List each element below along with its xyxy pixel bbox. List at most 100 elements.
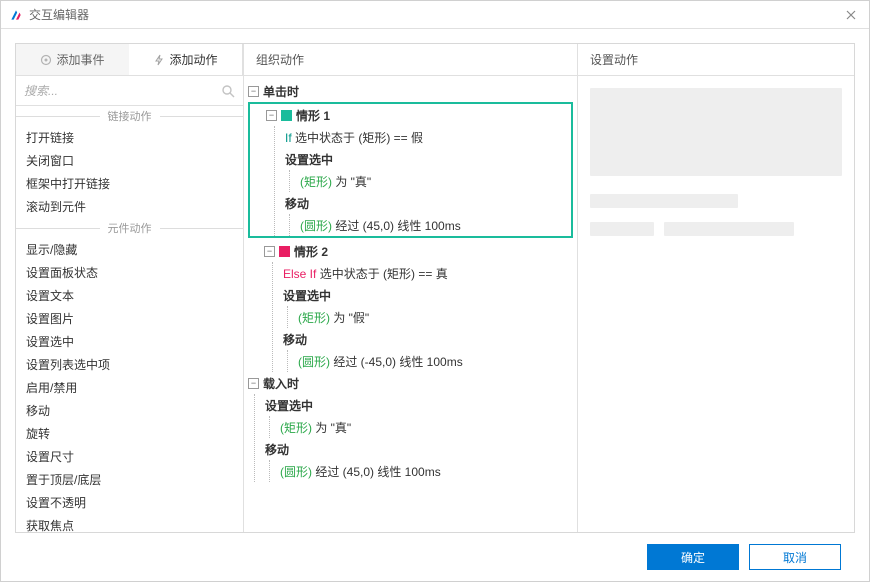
case2-action1[interactable]: 设置选中 <box>273 284 577 306</box>
collapse-icon[interactable] <box>248 86 259 97</box>
close-button[interactable] <box>841 5 861 25</box>
mid-header: 组织动作 <box>244 44 577 76</box>
action-item[interactable]: 打开链接 <box>16 126 243 149</box>
bolt-icon <box>153 54 165 66</box>
event-click-label: 单击时 <box>263 85 299 99</box>
load-a1-rest: 为 "真" <box>312 421 351 435</box>
middle-column: 组织动作 单击时 情形 1 <box>244 44 578 532</box>
tree-case-1[interactable]: 情形 1 <box>250 104 571 126</box>
load-action1[interactable]: 设置选中 <box>255 394 577 416</box>
collapse-icon[interactable] <box>264 246 275 257</box>
case-color-icon <box>279 246 290 257</box>
load-a2-target: (圆形) <box>280 465 312 479</box>
action-item[interactable]: 滚动到元件 <box>16 195 243 218</box>
action-item[interactable]: 置于顶层/底层 <box>16 468 243 491</box>
case1-a2-target: (圆形) <box>300 219 332 233</box>
tree-event-load[interactable]: 载入时 <box>244 372 577 394</box>
action-item[interactable]: 设置选中 <box>16 330 243 353</box>
app-logo-icon <box>9 8 23 22</box>
collapse-icon[interactable] <box>266 110 277 121</box>
case2-action1-detail[interactable]: (矩形) 为 "假" <box>288 306 577 328</box>
action-item[interactable]: 设置文本 <box>16 284 243 307</box>
event-icon <box>40 54 52 66</box>
placeholder-line <box>590 194 738 208</box>
case1-cond-text: 选中状态于 (矩形) == 假 <box>295 131 423 145</box>
if-keyword: If <box>285 131 292 145</box>
collapse-icon[interactable] <box>248 378 259 389</box>
tab-add-event-label: 添加事件 <box>56 51 104 68</box>
event-load-label: 载入时 <box>263 377 299 391</box>
placeholder-line <box>590 222 654 236</box>
case2-a1-target: (矩形) <box>298 311 330 325</box>
case2-cond-text: 选中状态于 (矩形) == 真 <box>320 267 448 281</box>
footer: 确定 取消 <box>15 533 855 581</box>
case-color-icon <box>281 110 292 121</box>
ok-label: 确定 <box>681 549 705 566</box>
load-action1-detail[interactable]: (矩形) 为 "真" <box>270 416 577 438</box>
case1-a1-rest: 为 "真" <box>332 175 371 189</box>
right-column: 设置动作 <box>578 44 854 532</box>
case1-condition[interactable]: If 选中状态于 (矩形) == 假 <box>275 126 571 148</box>
action-item[interactable]: 设置尺寸 <box>16 445 243 468</box>
action-item[interactable]: 设置不透明 <box>16 491 243 514</box>
case1-action2-detail[interactable]: (圆形) 经过 (45,0) 线性 100ms <box>290 214 571 236</box>
close-icon <box>846 10 856 20</box>
tree-case-2[interactable]: 情形 2 <box>244 240 577 262</box>
search-input[interactable] <box>24 84 221 98</box>
case1-action1-detail[interactable]: (矩形) 为 "真" <box>290 170 571 192</box>
titlebar: 交互编辑器 <box>1 1 869 29</box>
action-item[interactable]: 获取焦点 <box>16 514 243 532</box>
case2-condition[interactable]: Else If 选中状态于 (矩形) == 真 <box>273 262 577 284</box>
action-section-label: 元件动作 <box>16 218 243 238</box>
left-column: 添加事件 添加动作 链接动作打开链接关闭窗口框架中打开链接滚动到元件元件动作显示… <box>16 44 244 532</box>
tab-add-action-label: 添加动作 <box>169 51 217 68</box>
placeholder-row <box>590 194 842 208</box>
search-row <box>16 76 243 106</box>
case1-a1-name: 设置选中 <box>285 153 333 167</box>
load-a2-name: 移动 <box>265 443 289 457</box>
load-action2[interactable]: 移动 <box>255 438 577 460</box>
action-item[interactable]: 设置图片 <box>16 307 243 330</box>
left-tabs: 添加事件 添加动作 <box>16 44 243 76</box>
case1-action1[interactable]: 设置选中 <box>275 148 571 170</box>
case2-a2-name: 移动 <box>283 333 307 347</box>
action-list: 链接动作打开链接关闭窗口框架中打开链接滚动到元件元件动作显示/隐藏设置面板状态设… <box>16 106 243 532</box>
tab-add-event[interactable]: 添加事件 <box>16 44 129 75</box>
right-header: 设置动作 <box>578 44 854 76</box>
selected-case-group: 情形 1 If 选中状态于 (矩形) == 假 设置选中 (矩形) 为 "真" … <box>248 102 573 238</box>
right-content <box>578 76 854 262</box>
load-a1-target: (矩形) <box>280 421 312 435</box>
search-icon <box>221 84 235 98</box>
action-item[interactable]: 移动 <box>16 399 243 422</box>
action-item[interactable]: 设置列表选中项 <box>16 353 243 376</box>
load-a2-rest: 经过 (45,0) 线性 100ms <box>312 465 441 479</box>
case1-action2[interactable]: 移动 <box>275 192 571 214</box>
panels: 添加事件 添加动作 链接动作打开链接关闭窗口框架中打开链接滚动到元件元件动作显示… <box>15 43 855 533</box>
case1-a2-name: 移动 <box>285 197 309 211</box>
load-action2-detail[interactable]: (圆形) 经过 (45,0) 线性 100ms <box>270 460 577 482</box>
case1-title: 情形 1 <box>296 109 330 123</box>
window-title: 交互编辑器 <box>29 6 841 23</box>
tree-event-click[interactable]: 单击时 <box>244 80 577 102</box>
elseif-keyword: Else If <box>283 267 316 281</box>
interaction-editor-window: 交互编辑器 添加事件 添加动作 <box>0 0 870 582</box>
case2-action2[interactable]: 移动 <box>273 328 577 350</box>
action-item[interactable]: 启用/禁用 <box>16 376 243 399</box>
cancel-button[interactable]: 取消 <box>749 544 841 570</box>
case2-action2-detail[interactable]: (圆形) 经过 (-45,0) 线性 100ms <box>288 350 577 372</box>
tab-add-action[interactable]: 添加动作 <box>129 44 243 75</box>
case1-a1-target: (矩形) <box>300 175 332 189</box>
placeholder-row <box>590 222 842 236</box>
placeholder-block <box>590 88 842 176</box>
action-item[interactable]: 显示/隐藏 <box>16 238 243 261</box>
action-item[interactable]: 关闭窗口 <box>16 149 243 172</box>
action-item[interactable]: 框架中打开链接 <box>16 172 243 195</box>
case1-a2-rest: 经过 (45,0) 线性 100ms <box>332 219 461 233</box>
case2-a2-target: (圆形) <box>298 355 330 369</box>
placeholder-line <box>664 222 794 236</box>
editor-body: 添加事件 添加动作 链接动作打开链接关闭窗口框架中打开链接滚动到元件元件动作显示… <box>1 29 869 581</box>
case2-a1-rest: 为 "假" <box>330 311 369 325</box>
action-item[interactable]: 旋转 <box>16 422 243 445</box>
ok-button[interactable]: 确定 <box>647 544 739 570</box>
action-item[interactable]: 设置面板状态 <box>16 261 243 284</box>
